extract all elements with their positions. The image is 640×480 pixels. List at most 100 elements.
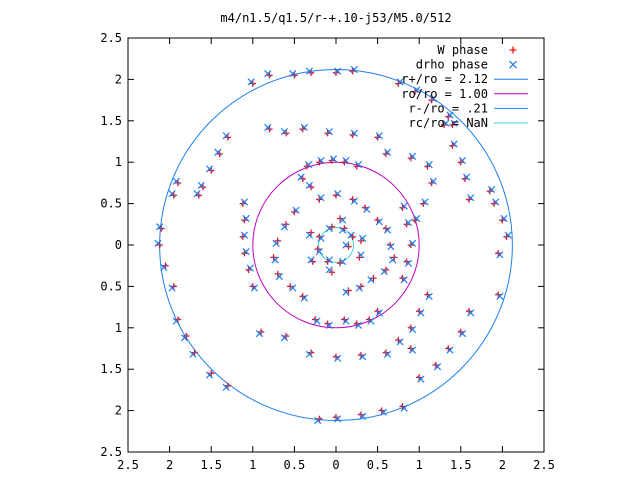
- data-point: [383, 350, 392, 358]
- data-point: [242, 214, 250, 223]
- data-point: [496, 251, 504, 259]
- data-point: [379, 408, 388, 416]
- data-point: [339, 257, 347, 266]
- data-point: [240, 198, 249, 206]
- legend-label: drho phase: [416, 58, 488, 72]
- data-point: [404, 219, 413, 227]
- data-point: [168, 190, 176, 198]
- data-point: [408, 325, 417, 334]
- data-point: [272, 239, 280, 247]
- data-point: [325, 256, 333, 264]
- data-point: [357, 251, 365, 259]
- data-point: [467, 309, 475, 317]
- data-point: [305, 350, 314, 358]
- data-point: [358, 234, 367, 243]
- chart-title: m4/n1.5/q1.5/r-+.10-j53/M5.0/512: [220, 11, 451, 25]
- data-point: [342, 156, 350, 165]
- data-point: [383, 226, 392, 234]
- data-point: [214, 148, 222, 156]
- data-point: [383, 148, 392, 156]
- data-point: [358, 412, 367, 421]
- data-point: [342, 288, 350, 296]
- data-point: [462, 173, 471, 181]
- data-point: [314, 416, 322, 425]
- data-point: [487, 185, 496, 194]
- y-tick-label: 0: [115, 238, 122, 252]
- data-point: [155, 223, 164, 231]
- data-point: [325, 127, 333, 136]
- data-point: [342, 317, 350, 325]
- data-point: [375, 309, 383, 317]
- data-point: [404, 259, 413, 267]
- y-tick-label: 2.5: [100, 445, 122, 459]
- data-point: [297, 173, 305, 181]
- reference-circle-2: [318, 227, 354, 263]
- data-point: [433, 363, 442, 371]
- x-tick-label: 0.5: [367, 458, 389, 472]
- data-point: [289, 284, 297, 292]
- data-point: [442, 119, 450, 127]
- data-point: [317, 156, 325, 165]
- data-point: [264, 69, 272, 78]
- x-tick-label: 0.5: [284, 458, 306, 472]
- data-point: [413, 86, 421, 94]
- data-point: [305, 181, 314, 190]
- y-tick-label: 2.5: [100, 31, 122, 45]
- x-tick-label: 1.5: [450, 458, 472, 472]
- data-point: [347, 231, 355, 239]
- legend-entry: rc/ro = NaN: [409, 116, 528, 130]
- data-point: [289, 69, 297, 78]
- data-point: [367, 317, 375, 325]
- data-point: [317, 194, 325, 202]
- data-point: [408, 239, 417, 247]
- data-point: [425, 292, 433, 300]
- data-point: [222, 383, 230, 392]
- legend-entry: r+/ro = 2.12: [401, 72, 528, 86]
- data-point: [429, 94, 437, 103]
- data-point: [334, 354, 342, 363]
- data-point: [450, 119, 458, 127]
- data-point: [168, 284, 176, 292]
- data-point: [193, 190, 201, 198]
- data-point: [313, 317, 321, 325]
- data-point: [275, 272, 284, 281]
- data-point: [358, 353, 367, 361]
- x-tick-label: 1.5: [200, 458, 222, 472]
- data-point: [325, 321, 333, 329]
- data-point: [180, 334, 189, 342]
- data-point: [467, 194, 475, 202]
- legend-label: ro/ro = 1.00: [401, 87, 488, 101]
- data-point: [388, 256, 397, 264]
- data-point: [375, 218, 383, 226]
- data-point: [304, 161, 313, 169]
- data-point: [205, 165, 214, 173]
- data-point: [350, 129, 358, 137]
- x-tick-label: 2.5: [117, 458, 139, 472]
- data-point: [205, 371, 214, 379]
- data-point: [240, 231, 249, 239]
- data-point: [355, 284, 363, 292]
- x-tick-label: 2: [499, 458, 506, 472]
- y-tick-label: 2: [115, 72, 122, 86]
- x-tick-label: 1: [249, 458, 256, 472]
- data-point: [446, 111, 454, 119]
- legend-label: r-/ro = .21: [409, 101, 488, 115]
- data-point: [197, 181, 205, 190]
- legend-marker: [509, 46, 517, 54]
- data-point: [354, 321, 363, 329]
- data-point: [425, 161, 433, 169]
- data-point: [250, 284, 259, 292]
- data-point: [387, 243, 395, 251]
- data-point: [400, 202, 408, 210]
- data-point: [350, 197, 358, 205]
- data-point: [496, 292, 504, 300]
- data-point: [421, 198, 429, 206]
- data-point: [305, 67, 314, 75]
- data-point: [172, 317, 180, 325]
- data-point: [292, 206, 300, 214]
- data-point: [280, 223, 289, 231]
- data-point: [271, 256, 279, 264]
- data-point: [446, 346, 454, 354]
- data-point: [334, 415, 342, 423]
